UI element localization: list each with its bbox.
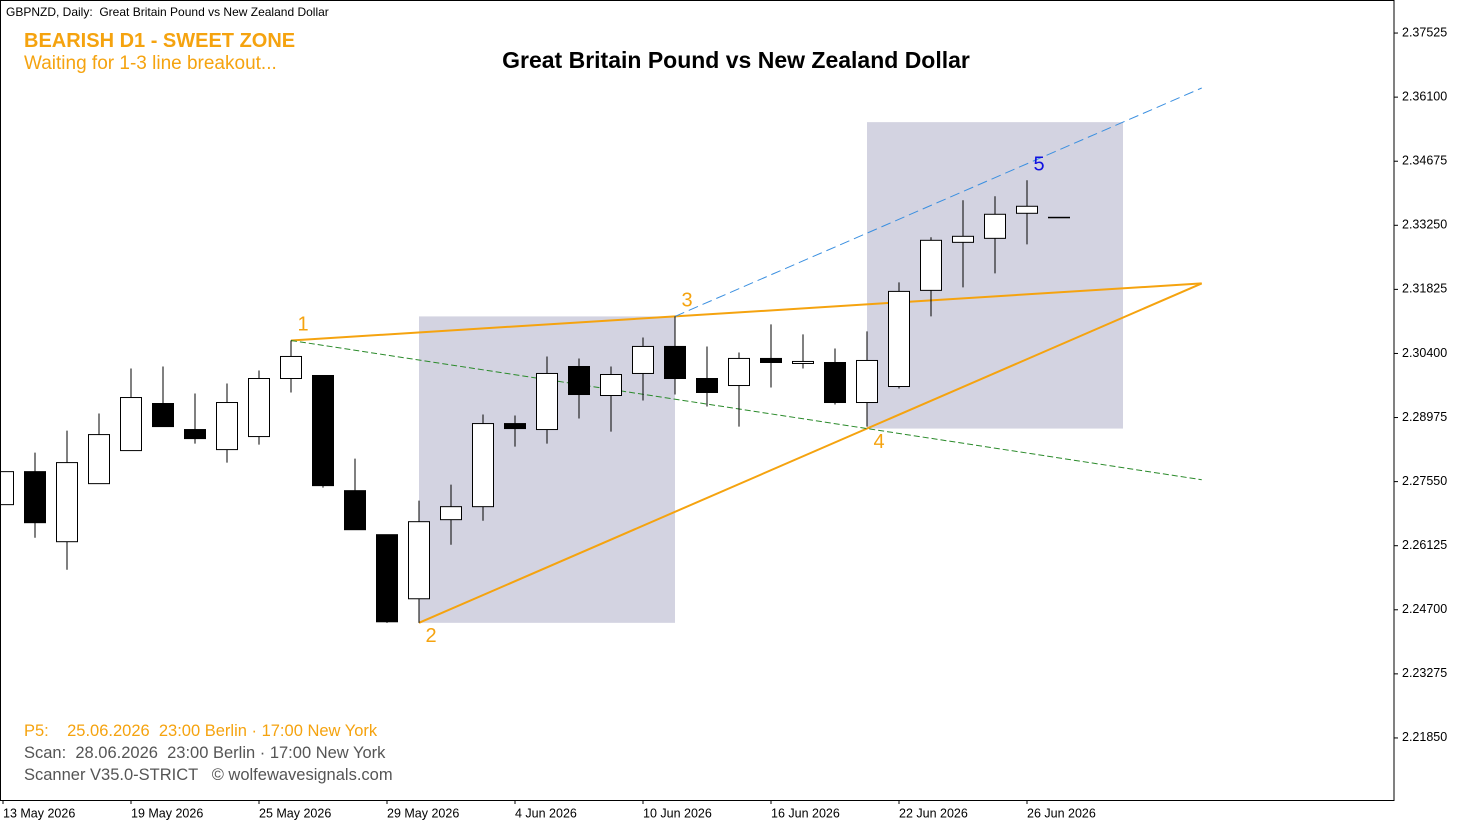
y-tick-label: 2.27550 [1402,474,1447,488]
candle-body [0,471,14,506]
wave-point-label: 2 [425,625,436,647]
y-tick-label: 2.33250 [1402,218,1447,232]
candle-body [760,357,782,363]
wave-point-label: 5 [1033,154,1044,176]
x-tick-label: 22 Jun 2026 [899,806,968,820]
wave-point-label: 3 [681,290,692,312]
candle-body [728,357,750,387]
candle-body [664,345,686,380]
footer-credit: Scanner V35.0-STRICT © wolfewavesignals.… [24,766,393,784]
x-tick-label: 26 Jun 2026 [1027,806,1096,820]
y-tick-label: 2.21850 [1402,730,1447,744]
candle-body [248,378,270,438]
x-tick-label: 29 May 2026 [387,806,459,820]
candle-body [568,365,590,396]
footer-p5: P5: 25.06.2026 23:00 Berlin · 17:00 New … [24,722,378,740]
candle-body [376,534,398,623]
candle-body [312,374,334,487]
y-tick-label: 2.34675 [1402,154,1447,168]
x-tick-label: 10 Jun 2026 [643,806,712,820]
candle-body [696,378,718,393]
candle-body [472,423,494,508]
candle-body [952,235,974,243]
candle-body [120,397,142,452]
candle-body [824,361,846,404]
candle-body [1016,205,1038,214]
wave-point-label: 1 [297,314,308,336]
y-tick-label: 2.36100 [1402,89,1447,103]
candle-body [344,490,366,531]
candle-body [24,471,46,524]
candle-body [984,213,1006,239]
candle-body [440,506,462,521]
candle-body [504,423,526,430]
header: GBPNZD, Daily: Great Britain Pound vs Ne… [6,5,329,19]
candle-body [632,345,654,374]
y-tick-label: 2.30400 [1402,346,1447,360]
y-tick-label: 2.28975 [1402,410,1447,424]
candles [0,180,1070,623]
candle-body [152,403,174,428]
candle-body [856,359,878,404]
footer-scan: Scan: 28.06.2026 23:00 Berlin · 17:00 Ne… [24,744,386,762]
candle-body [1048,216,1070,219]
line-2-4 [418,282,1203,624]
candle-body [792,360,814,364]
x-tick-label: 19 May 2026 [131,806,203,820]
candle-body [184,429,206,440]
x-tick-label: 16 Jun 2026 [771,806,840,820]
x-tick-label: 25 May 2026 [259,806,331,820]
y-tick-label: 2.24700 [1402,602,1447,616]
candle-body [216,402,238,451]
axes: 2.37525 2.36100 2.34675 2.33250 2.31825 2.304… [0,0,1447,820]
line-1-4 [290,339,1202,481]
x-tick-label: 4 Jun 2026 [515,806,577,820]
candle-body [56,462,78,543]
candle-body [888,290,910,388]
y-tick-label: 2.31825 [1402,282,1447,296]
status-title: BEARISH D1 - SWEET ZONE [24,30,296,52]
y-tick-label: 2.23275 [1402,666,1447,680]
candle-body [88,434,110,485]
line-1-3 [290,282,1202,342]
target-line [674,87,1202,317]
candle-body [600,374,622,397]
chart-title: Great Britain Pound vs New Zealand Dolla… [502,47,970,73]
wave-lines: 1 2 3 4 5 [290,87,1203,647]
candle-body [920,239,942,291]
candle-body [280,355,302,380]
status-message: Waiting for 1-3 line breakout... [24,53,277,74]
y-tick-label: 2.37525 [1402,25,1447,39]
y-tick-label: 2.26125 [1402,538,1447,552]
plot-frame [0,0,1395,801]
wave-point-label: 4 [873,431,884,453]
candle-body [408,521,430,600]
candle-body [536,372,558,431]
x-tick-label: 13 May 2026 [3,806,75,820]
